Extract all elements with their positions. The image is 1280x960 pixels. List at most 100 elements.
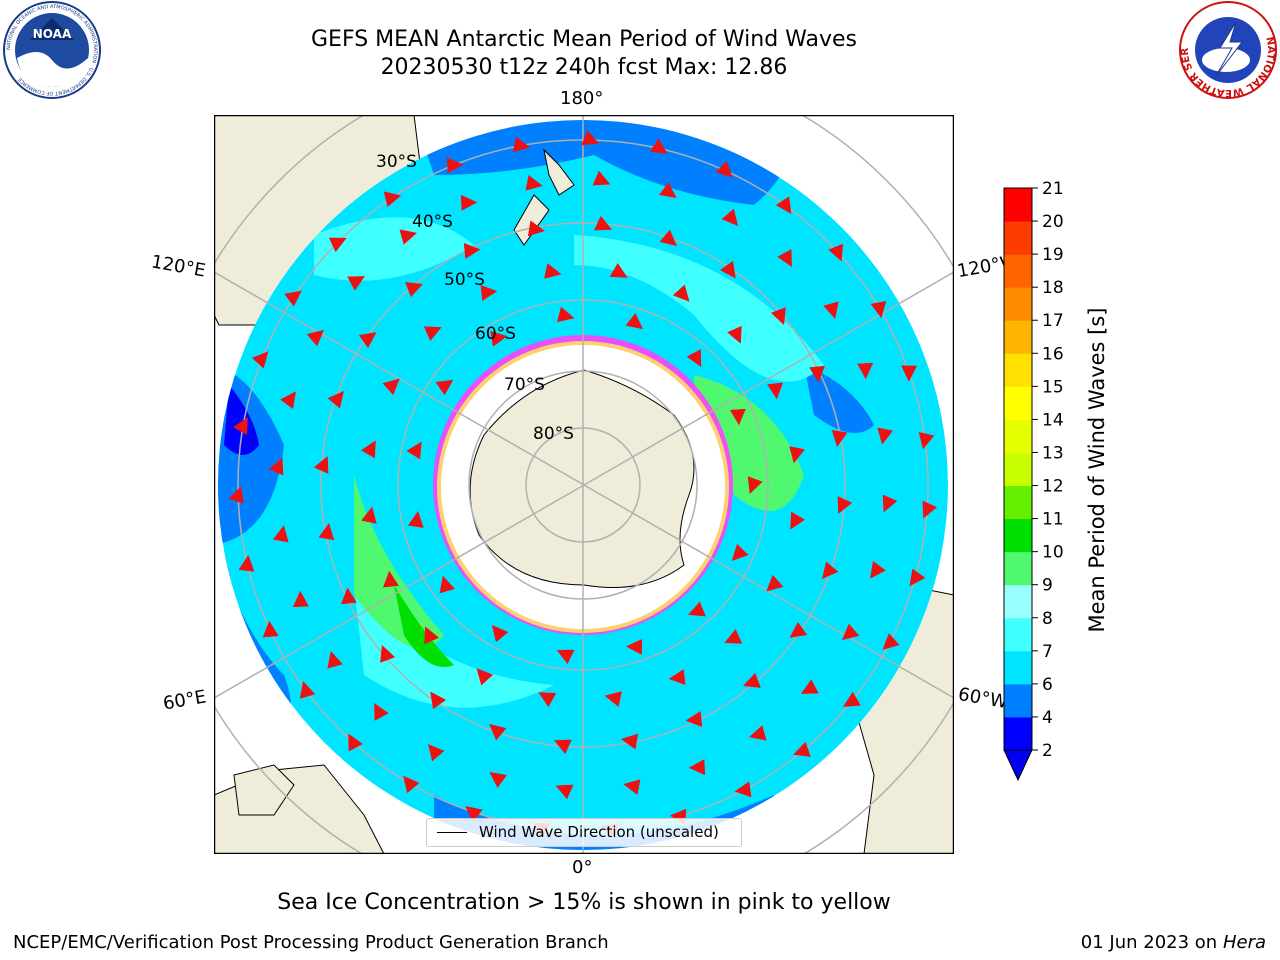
colorbar-segment [1004, 584, 1032, 619]
wind-wave-arrow [238, 554, 255, 572]
wind-wave-arrow [843, 691, 861, 707]
wind-wave-arrow [731, 543, 749, 561]
lon-label-120e: 120°E [149, 251, 208, 282]
wind-wave-arrow [685, 711, 703, 727]
colorbar-tick-label: 6 [1042, 675, 1053, 695]
wind-wave-arrow [374, 702, 389, 721]
colorbar-tick-label: 9 [1042, 576, 1053, 596]
wind-wave-arrow [341, 587, 357, 605]
wind-wave-arrow [789, 621, 808, 638]
wind-wave-arrow [659, 229, 677, 246]
wind-wave-arrow [480, 284, 498, 301]
wind-wave-arrow [623, 779, 641, 796]
wind-wave-arrow [882, 633, 900, 650]
wind-wave-arrow [476, 668, 494, 686]
wind-wave-arrow [625, 313, 644, 330]
wind-wave-arrow [382, 570, 399, 588]
colorbar-segment [1004, 386, 1032, 420]
wind-wave-arrow [790, 511, 806, 530]
lon-label-180: 180° [560, 88, 604, 109]
colorbar-tick-label: 2 [1042, 741, 1053, 761]
wind-wave-arrow [793, 741, 811, 757]
lat-label-60s: 60°S [475, 324, 516, 344]
colorbar-tick-label: 11 [1042, 510, 1064, 530]
polar-map [214, 115, 954, 854]
nws-logo: NATIONAL WEATHER SERVICE [1176, 0, 1277, 99]
wind-wave-arrow [327, 391, 344, 409]
wind-wave-arrow [251, 351, 269, 369]
wind-wave-arrow [262, 620, 279, 638]
wind-wave-arrow [767, 382, 784, 400]
wind-wave-arrow [770, 307, 786, 325]
wind-wave-arrow [775, 196, 792, 215]
wind-wave-arrow [621, 733, 639, 750]
wind-wave-arrow [592, 170, 611, 186]
wind-wave-arrow [544, 263, 562, 279]
legend-line-icon [437, 832, 467, 833]
wind-wave-arrow [490, 331, 508, 347]
wind-wave-arrow [430, 691, 447, 710]
wind-wave-arrow [527, 220, 545, 237]
chart-title: GEFS MEAN Antarctic Mean Period of Wind … [311, 27, 857, 52]
colorbar-tick-label: 15 [1042, 377, 1064, 397]
wind-wave-arrow [383, 191, 402, 208]
wind-wave-arrow [882, 494, 898, 513]
wind-wave-arrow [435, 379, 454, 396]
wind-wave-arrow [399, 229, 417, 245]
wind-wave-arrow [327, 651, 343, 669]
colorbar-tick-label: 13 [1042, 443, 1064, 463]
wind-wave-arrow [686, 349, 702, 368]
wind-wave-arrow [672, 284, 690, 302]
wind-wave-arrow [228, 486, 244, 504]
wind-wave-arrow [766, 574, 784, 592]
colorbar-tick-label: 17 [1042, 311, 1064, 331]
wind-wave-arrow [280, 391, 296, 410]
wind-wave-arrow [715, 160, 733, 178]
colorbar-tick-label: 16 [1042, 344, 1064, 364]
wind-wave-arrow [594, 215, 612, 231]
wind-wave-arrow [649, 138, 668, 154]
sea-ice-note: Sea Ice Concentration > 15% is shown in … [277, 890, 891, 915]
wind-wave-arrow [831, 429, 848, 447]
wind-wave-arrow [734, 781, 752, 798]
wind-wave-arrow [423, 326, 442, 341]
wind-wave-arrow [491, 624, 509, 643]
wind-wave-arrow [743, 672, 761, 688]
lat-label-80s: 80°S [533, 424, 574, 444]
legend-label: Wind Wave Direction (unscaled) [479, 823, 719, 841]
wind-wave-arrow [407, 510, 424, 528]
colorbar-segment [1004, 683, 1032, 718]
wind-wave-arrow [719, 260, 736, 279]
colorbar-segment [1004, 188, 1032, 222]
colorbar-border [1003, 187, 1033, 751]
lat-label-70s: 70°S [504, 375, 545, 395]
wind-wave-arrow [299, 681, 316, 699]
wind-wave-arrow [800, 679, 819, 694]
lat-label-40s: 40°S [412, 212, 453, 232]
wind-wave-arrow [841, 623, 860, 641]
chart-subtitle: 20230530 t12z 240h fcst Max: 12.86 [380, 55, 788, 80]
wind-wave-arrow [272, 525, 289, 543]
wind-wave-arrow [525, 174, 543, 191]
wind-wave-arrow [405, 282, 423, 298]
colorbar-segment [1004, 716, 1032, 751]
wind-wave-arrow [380, 645, 396, 663]
colorbar-segment [1004, 551, 1032, 586]
new-zealand-land-south [513, 194, 550, 246]
colorbar-segment [1004, 419, 1032, 453]
wind-wave-arrow [403, 775, 420, 794]
lon-label-0: 0° [572, 857, 593, 878]
wind-wave-arrow [406, 441, 422, 460]
footer-credit: NCEP/EMC/Verification Post Processing Pr… [13, 932, 609, 953]
lat-label-50s: 50°S [444, 270, 485, 290]
wind-wave-arrow [232, 417, 248, 436]
wind-wave-arrow [727, 325, 742, 344]
madagascar-land [233, 764, 295, 816]
wind-wave-arrow [749, 725, 767, 741]
colorbar-tick-label: 21 [1042, 180, 1064, 199]
colorbar-extend-arrow [1003, 749, 1033, 782]
wind-wave-arrow [828, 243, 844, 262]
wind-wave-arrow [360, 440, 376, 459]
wind-wave-arrow [777, 249, 792, 268]
wind-wave-arrow [554, 739, 572, 755]
